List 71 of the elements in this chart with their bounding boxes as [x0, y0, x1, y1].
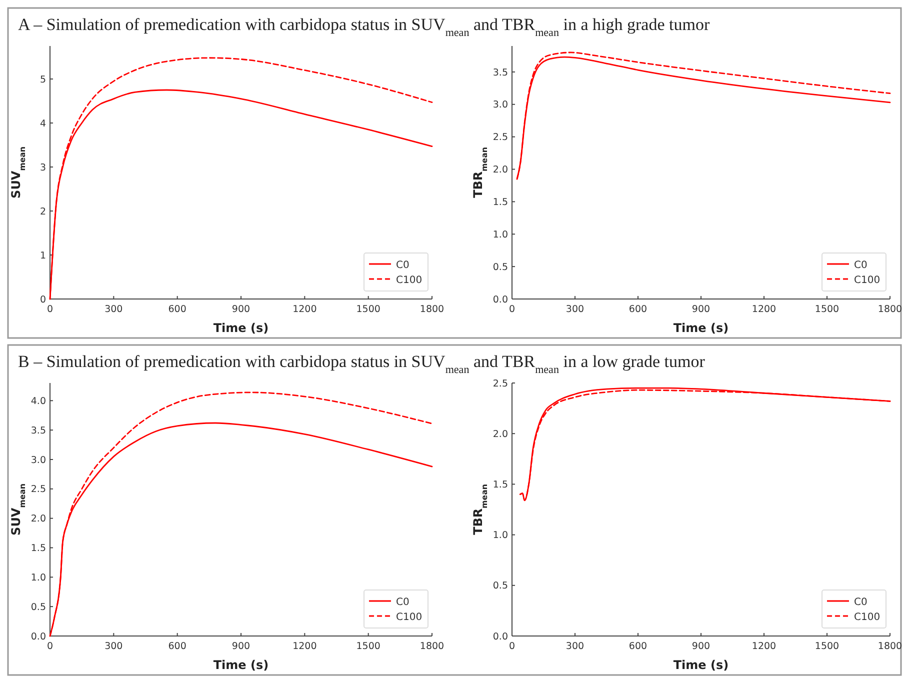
y-tick-label: 2.5 [30, 484, 46, 496]
y-tick-label: 0.5 [492, 262, 508, 273]
x-tick-label: 300 [566, 304, 584, 315]
y-tick-label: 0.5 [492, 580, 508, 592]
x-axis-title: Time (s) [213, 658, 269, 672]
legend-label: C100 [396, 275, 422, 286]
y-tick-label: 0.0 [492, 294, 508, 306]
x-tick-label: 300 [104, 641, 123, 652]
x-tick-label: 0 [508, 641, 516, 652]
x-tick-label: 600 [628, 304, 648, 315]
y-tick-label: 3 [40, 162, 46, 174]
x-tick-label: 1800 [878, 304, 902, 315]
x-tick-label: 1800 [420, 304, 444, 315]
x-tick-label: 300 [566, 641, 584, 652]
y-tick-label: 0.0 [492, 631, 508, 642]
x-tick-label: 1200 [752, 641, 776, 652]
y-tick-label: 4 [40, 118, 46, 130]
y-tick-label: 0.0 [30, 631, 46, 642]
y-tick-label: 0.5 [30, 602, 46, 613]
x-tick-label: 1200 [292, 641, 317, 652]
y-tick-label: 1.0 [30, 572, 46, 584]
y-tick-label: 1.0 [492, 229, 508, 240]
y-tick-label: 3.5 [30, 425, 46, 436]
x-tick-label: 600 [168, 641, 186, 652]
x-tick-label: 1500 [814, 304, 840, 315]
x-tick-label: 900 [232, 641, 250, 652]
y-tick-label: 5 [40, 74, 46, 86]
x-tick-label: 1500 [814, 641, 840, 652]
y-tick-label: 1 [40, 250, 46, 262]
y-tick-label: 2.5 [492, 132, 508, 144]
legend-label: C0 [854, 597, 868, 608]
y-tick-label: 2.0 [492, 164, 508, 176]
x-tick-label: 0 [46, 304, 54, 315]
legend-label: C0 [396, 597, 410, 608]
legend-label: C100 [396, 612, 422, 623]
x-tick-label: 1800 [420, 641, 444, 652]
x-axis-title: Time (s) [673, 321, 729, 335]
y-tick-label: 1.5 [492, 480, 508, 491]
x-tick-label: 0 [46, 641, 54, 652]
y-tick-label: 3.0 [492, 100, 508, 111]
y-tick-label: 1.5 [492, 197, 508, 208]
x-tick-label: 1500 [356, 304, 380, 315]
x-axis-title: Time (s) [673, 658, 729, 672]
x-tick-label: 1200 [292, 304, 317, 315]
legend-label: C100 [854, 275, 880, 286]
x-tick-label: 900 [692, 641, 710, 652]
y-tick-label: 2.5 [492, 378, 508, 390]
y-tick-label: 3.5 [492, 67, 508, 78]
x-axis-title: Time (s) [213, 321, 269, 335]
x-tick-label: 900 [692, 304, 710, 315]
y-tick-label: 1.0 [492, 530, 508, 542]
x-tick-label: 600 [168, 304, 186, 315]
y-tick-label: 2.0 [30, 514, 46, 525]
x-tick-label: 1200 [752, 304, 776, 315]
x-tick-label: 600 [628, 641, 648, 652]
y-tick-label: 3.0 [30, 454, 46, 466]
y-tick-label: 2 [40, 206, 46, 218]
chart-title: B – Simulation of premedication with carbidopa status in SUV$_{mean}$ and TBR$_{mean}$ in a low grade tumor [18, 352, 706, 376]
y-tick-label: 2.0 [492, 428, 508, 440]
y-tick-label: 4.0 [30, 396, 46, 407]
x-tick-label: 1800 [878, 641, 902, 652]
chart-title: A – Simulation of premedication with carbidopa status in SUV$_{mean}$ and TBR$_{mean}$ in a high grade tumor [18, 15, 710, 39]
x-tick-label: 300 [104, 304, 123, 315]
x-tick-label: 900 [232, 304, 250, 315]
legend-label: C100 [854, 612, 880, 623]
y-tick-label: 0 [40, 294, 46, 306]
y-tick-label: 1.5 [30, 543, 46, 554]
legend-label: C0 [396, 260, 410, 271]
legend-label: C0 [854, 260, 868, 271]
x-tick-label: 1500 [356, 641, 380, 652]
x-tick-label: 0 [508, 304, 516, 315]
